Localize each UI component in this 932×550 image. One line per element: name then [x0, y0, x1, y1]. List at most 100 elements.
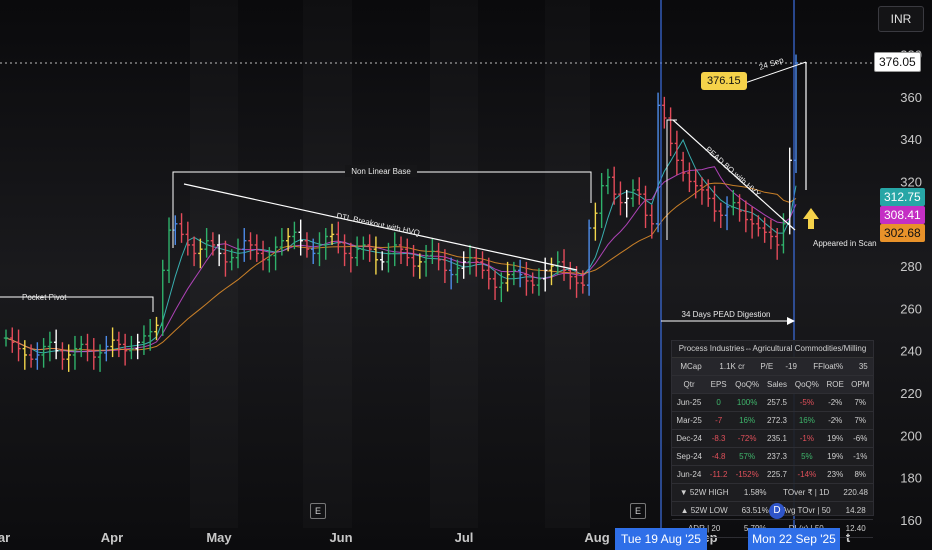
pocket-pivot-label: Pocket Pivot [22, 293, 67, 302]
x-tick-label: Aug [584, 530, 609, 545]
candle [774, 228, 780, 260]
candle [517, 259, 523, 288]
candle [260, 240, 266, 271]
candle [392, 232, 397, 267]
candle [599, 173, 604, 229]
candle [405, 238, 410, 267]
candle [680, 151, 686, 182]
candle [524, 261, 529, 296]
candle [135, 333, 140, 360]
candle [611, 166, 617, 205]
candle [329, 223, 335, 245]
y-tick-label: 320 [900, 174, 922, 189]
x-tick-label: Apr [101, 530, 123, 545]
weekend-band [430, 0, 478, 528]
x-tick-label: t [846, 530, 851, 545]
candle [285, 228, 291, 252]
non-linear-base-label: Non Linear Base [351, 167, 411, 176]
scan-arrow-icon [803, 208, 819, 229]
candle [185, 221, 191, 256]
candle [712, 185, 717, 222]
candle [687, 162, 692, 193]
candle [160, 259, 165, 336]
candle [411, 244, 416, 277]
currency-button[interactable]: INR [878, 6, 924, 32]
table-row: Dec-24 -8.3 -72% 235.1 -1% 19% -6% [672, 429, 873, 448]
candle [467, 244, 473, 275]
candle [580, 270, 586, 294]
candle [304, 232, 310, 258]
candle [417, 253, 423, 279]
candle [561, 249, 567, 281]
earnings-marker[interactable]: E [310, 503, 326, 519]
high-price-label: 376.15 [701, 72, 747, 90]
table-row: Jun-25 0 100% 257.5 -5% -2% 7% [672, 393, 873, 412]
candle [28, 344, 34, 368]
footer-row: ▼ 52W HIGH 1.58% TOver ₹ | 1D 220.48 [672, 484, 873, 502]
candle [643, 185, 648, 229]
weekend-band [190, 0, 238, 528]
earnings-marker[interactable]: E [630, 503, 646, 519]
candle [693, 168, 698, 199]
candle [60, 342, 65, 370]
ma-magenta-tag: 308.41 [880, 206, 925, 224]
candle [655, 92, 661, 233]
x-tick-label: Jul [455, 530, 474, 545]
candle [191, 236, 197, 267]
candle [273, 236, 278, 271]
candle [480, 251, 485, 279]
candle [624, 189, 629, 218]
pead-digestion-label: 34 Days PEAD Digestion [682, 310, 771, 319]
candle [122, 333, 128, 366]
candle [210, 232, 216, 256]
candle [455, 259, 460, 284]
candle [706, 179, 711, 207]
appeared-in-scan-label: Appeared in Scan [813, 239, 877, 248]
ma-orange-tag: 302.68 [880, 224, 925, 242]
candle [110, 327, 115, 358]
candle [492, 270, 498, 300]
candle [66, 344, 71, 372]
industry-label: Process Industries⇔Agricultural Commodit… [672, 341, 873, 358]
candle [235, 238, 241, 269]
candle [743, 200, 749, 233]
candle [267, 247, 272, 273]
candle [348, 242, 354, 273]
candle [361, 236, 366, 260]
table-row: Mar-25 -7 16% 272.3 16% -2% 7% [672, 411, 873, 430]
candle [198, 238, 203, 269]
candle [254, 234, 259, 262]
candle [317, 232, 322, 267]
candle [248, 232, 253, 260]
candle [386, 242, 391, 273]
candle [505, 261, 510, 292]
candle [354, 236, 360, 267]
dividend-marker[interactable]: D [769, 503, 785, 519]
y-tick-label: 360 [900, 90, 922, 105]
candle [586, 219, 592, 296]
candle [154, 316, 159, 341]
candle [10, 327, 15, 353]
candle [298, 219, 303, 256]
summary-row: MCap 1.1K cr P/E -19 FFloat% 35 [672, 358, 873, 376]
candle [279, 228, 285, 256]
candle [85, 333, 90, 362]
candle [593, 202, 598, 241]
digestion-arrowhead [787, 317, 795, 325]
candle [630, 179, 636, 207]
y-tick-label: 160 [900, 513, 922, 528]
candle [461, 251, 466, 279]
candle [436, 242, 441, 271]
candle [148, 319, 153, 351]
candle [72, 335, 78, 370]
y-tick-label: 240 [900, 344, 922, 359]
candle [129, 335, 134, 360]
candle [116, 331, 122, 358]
candle [216, 234, 222, 267]
date-marker-start: Tue 19 Aug '25 [615, 528, 707, 550]
footer-row: ▲ 52W LOW 63.51% Avg TOvr | 50 14.28 [672, 501, 873, 520]
date-marker-end: Mon 22 Sep '25 [748, 528, 840, 550]
y-tick-label: 220 [900, 386, 922, 401]
candle [568, 261, 573, 290]
